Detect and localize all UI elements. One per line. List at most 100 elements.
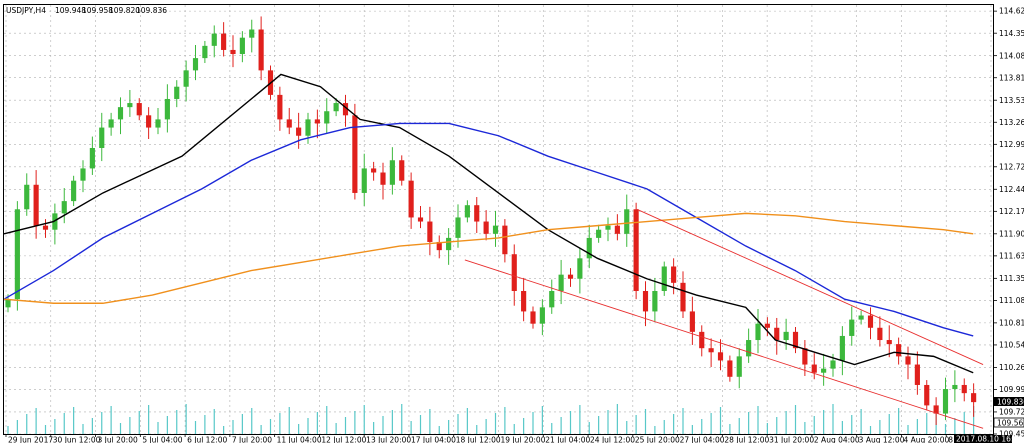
bid-price-badge-bg	[994, 397, 1024, 406]
volume-bar-21	[204, 415, 206, 434]
candle-body-71	[671, 266, 677, 283]
y-tick-label-17: 109.995	[999, 385, 1024, 394]
y-tick-label-16: 110.265	[999, 363, 1024, 372]
x-tick-label-18: 2 Aug 04:00	[814, 436, 860, 443]
candle-body-97	[914, 364, 920, 385]
y-tick-label-9: 112.175	[999, 207, 1024, 216]
volume-bar-43	[410, 421, 412, 434]
volume-bar-77	[729, 424, 731, 434]
candle-body-62	[586, 237, 592, 259]
candle-body-92	[867, 315, 874, 328]
candle-body-69	[652, 291, 658, 312]
volume-bar-83	[785, 411, 787, 434]
volume-bar-67	[635, 415, 637, 434]
candle-body-72	[680, 282, 686, 312]
candle-body-74	[699, 331, 705, 349]
volume-bar-84	[794, 405, 797, 434]
volume-bar-78	[738, 418, 740, 434]
candle-body-1	[14, 209, 20, 300]
candle-body-60	[567, 274, 574, 279]
candle-body-89	[839, 335, 845, 361]
volume-bar-76	[719, 407, 722, 434]
candle-body-91	[858, 315, 864, 320]
candle-body-2	[24, 184, 30, 210]
candle-body-61	[577, 258, 583, 279]
volume-bar-5	[54, 419, 56, 434]
volume-bar-7	[73, 407, 75, 434]
volume-bar-22	[213, 409, 215, 434]
candle-body-46	[436, 241, 442, 251]
candle-body-51	[483, 221, 489, 234]
volume-bar-9	[91, 418, 93, 434]
y-tick-label-18: 109.720	[999, 408, 1024, 417]
candle-body-6	[61, 201, 67, 214]
channel-line-1	[636, 208, 984, 365]
volume-bar-60	[569, 411, 572, 434]
candle-body-79	[746, 340, 752, 357]
volume-bar-63	[598, 416, 600, 434]
candle-body-81	[764, 323, 770, 328]
candle-body-43	[408, 180, 414, 218]
volume-bar-48	[457, 414, 459, 434]
y-axis: 114.625 114.355 114.080 113.810 113.535 113.2…	[993, 7, 1024, 439]
volume-bar-58	[551, 423, 553, 434]
volume-bar-90	[851, 415, 853, 434]
volume-bar-94	[888, 414, 890, 434]
y-tick-label-2: 114.080	[999, 51, 1024, 60]
volume-bar-70	[663, 420, 665, 434]
x-tick-label-14: 25 Jul 20:00	[635, 436, 680, 443]
moving-average-line-1	[3, 122, 974, 337]
volume-bar-100	[944, 424, 947, 434]
candle-body-90	[849, 319, 855, 336]
x-tick-label-1: 30 Jun 12:00	[53, 436, 101, 443]
volume-bar-72	[682, 408, 684, 434]
volume-bar-71	[673, 414, 675, 434]
candle-body-98	[924, 384, 930, 406]
y-tick-label-11: 111.630	[999, 251, 1024, 260]
candle-body-95	[896, 344, 902, 357]
candle-body-26	[249, 29, 255, 38]
volume-bar-55	[523, 418, 525, 434]
volume-bar-17	[166, 416, 168, 434]
volume-bar-20	[194, 421, 197, 434]
volume-bar-8	[82, 424, 84, 434]
line-price-badge-bg	[993, 417, 1024, 428]
header-low: 109.820	[109, 6, 140, 15]
candle-body-48	[455, 217, 461, 238]
y-tick-label-15: 110.540	[999, 341, 1024, 350]
x-tick-label-15: 27 Jul 04:00	[680, 436, 725, 443]
candle-body-102	[961, 384, 967, 394]
x-tick-label-19: 3 Aug 12:00	[859, 436, 905, 443]
candle-body-5	[52, 213, 58, 230]
candle-body-83	[783, 331, 789, 341]
candle-body-55	[521, 291, 527, 312]
candle-body-94	[886, 340, 892, 345]
channel-line-0	[464, 259, 984, 429]
candle-body-13	[127, 103, 133, 108]
candle-body-19	[183, 70, 189, 87]
volume-bar-52	[494, 413, 497, 434]
y-tick-label-12: 111.355	[999, 274, 1024, 283]
volume-bar-51	[485, 419, 487, 434]
candle-body-58	[549, 291, 555, 308]
volume-bar-27	[260, 425, 262, 434]
y-tick-label-5: 113.265	[999, 118, 1024, 127]
moving-averages	[3, 73, 974, 374]
y-tick-label-8: 112.445	[999, 185, 1024, 194]
candle-body-78	[736, 356, 742, 377]
candle-body-45	[427, 221, 433, 242]
candle-body-66	[624, 209, 630, 234]
volume-bar-16	[157, 422, 159, 434]
candle-body-87	[821, 368, 827, 373]
volume-bar-6	[63, 413, 65, 434]
volume-bar-62	[588, 422, 590, 434]
x-tick-label-9: 17 Jul 04:00	[411, 436, 456, 443]
volume-bar-89	[841, 421, 843, 434]
candle-body-9	[89, 148, 95, 169]
candle-body-37	[352, 115, 358, 193]
volume-bar-15	[148, 405, 150, 434]
candle-body-80	[755, 323, 761, 341]
candle-body-38	[361, 168, 367, 193]
volume-bar-4	[44, 425, 47, 434]
